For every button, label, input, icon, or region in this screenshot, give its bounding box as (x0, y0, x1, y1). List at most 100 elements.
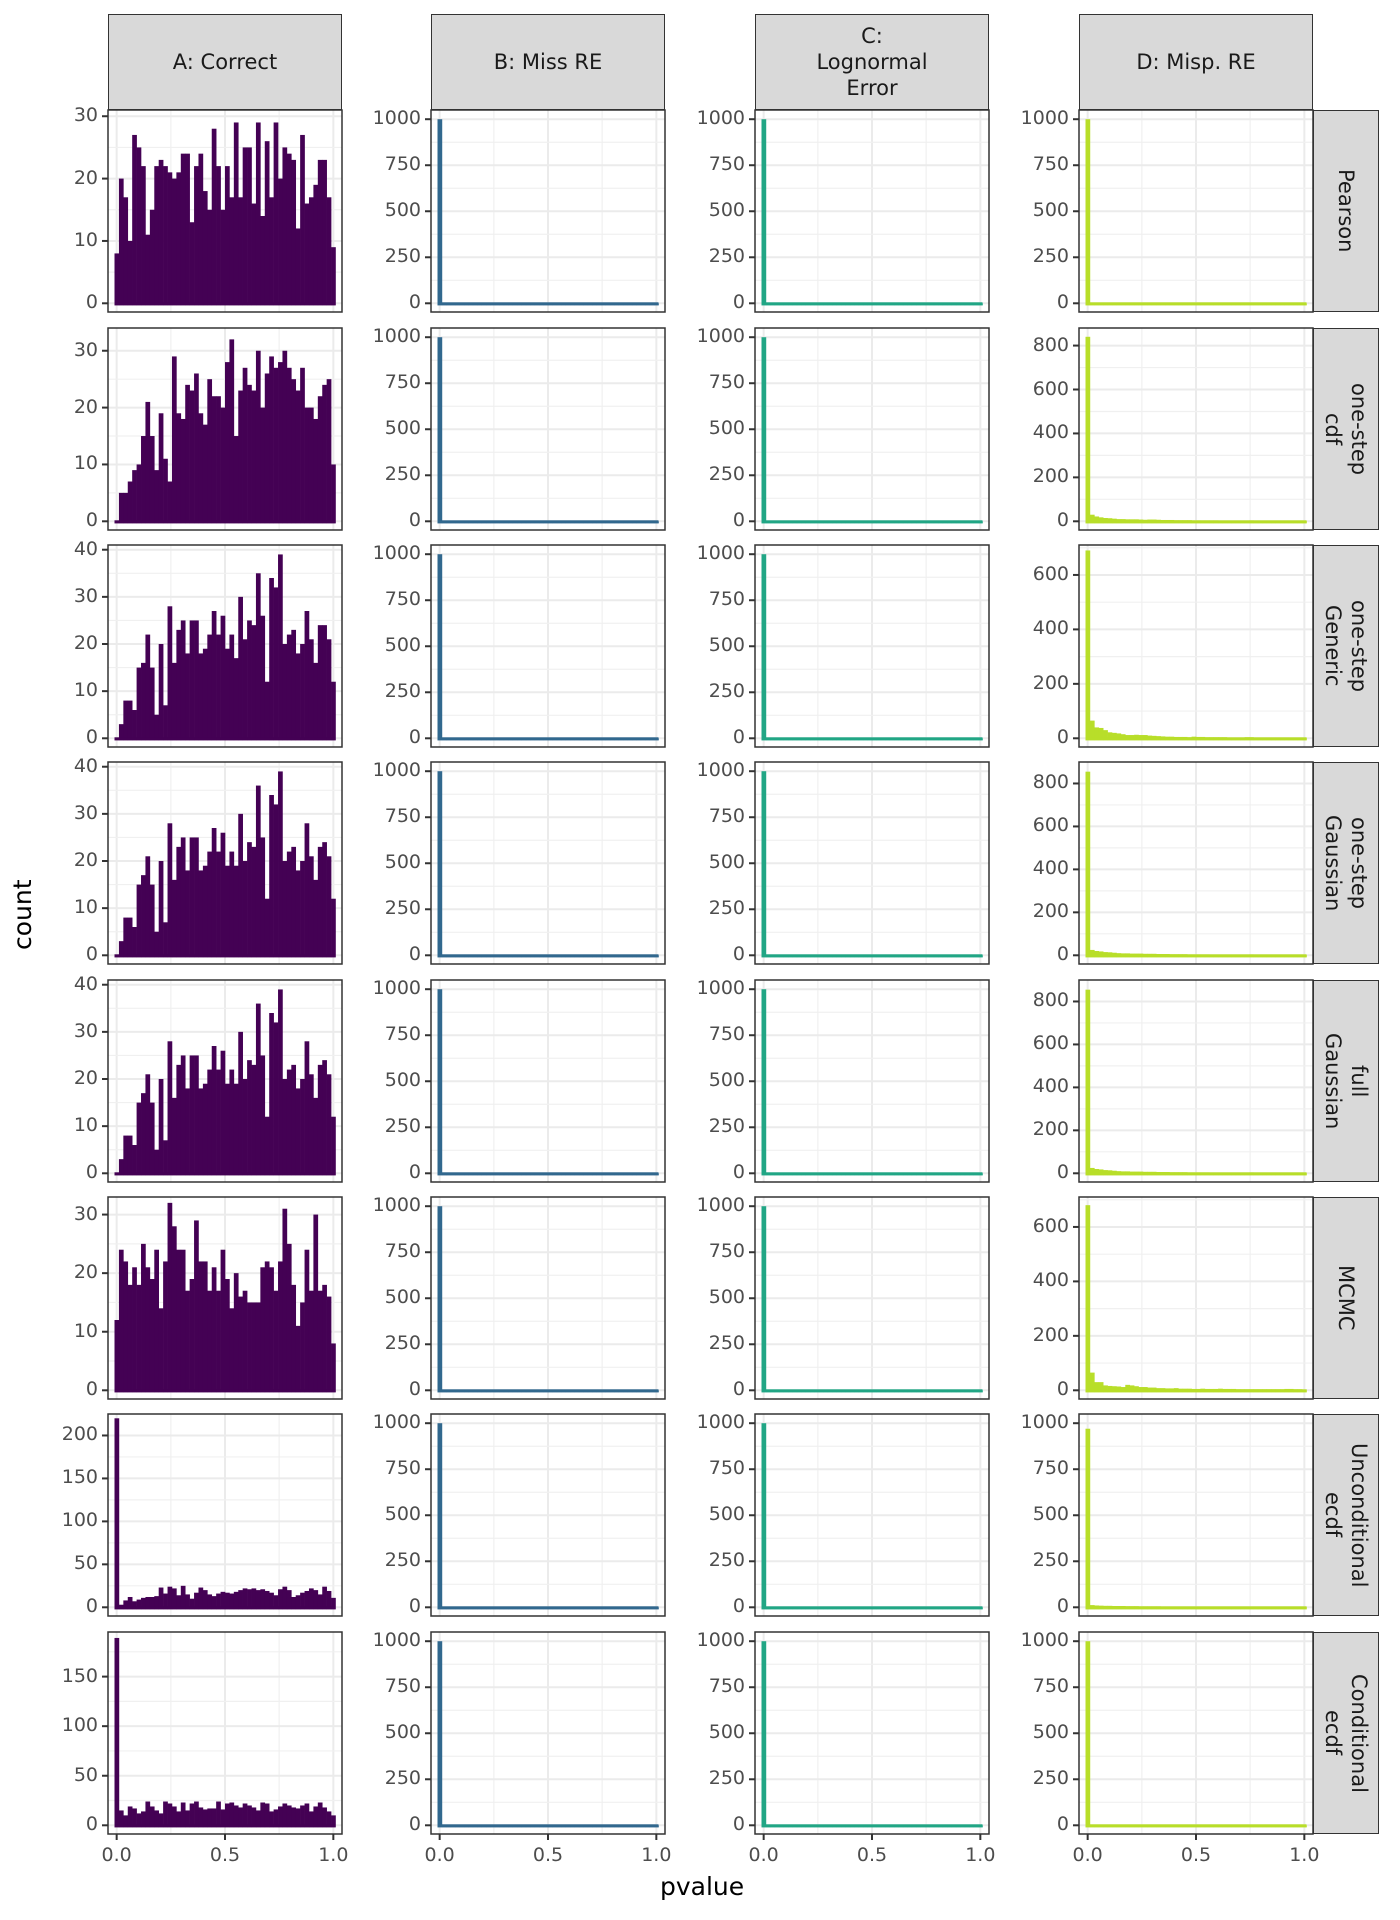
histogram-bar (225, 1592, 230, 1610)
y-tick-label: 40 (73, 754, 98, 777)
histogram-bar (313, 879, 319, 958)
histogram-plot (749, 979, 990, 1183)
histogram-panel (1073, 109, 1314, 313)
histogram-bar (304, 203, 310, 306)
histogram-bar (171, 1588, 177, 1610)
histogram-bar (1098, 1382, 1104, 1393)
histogram-bar (331, 1343, 336, 1393)
y-tick-label: 250 (708, 680, 745, 703)
histogram-bar (132, 927, 137, 958)
histogram-bar (145, 856, 151, 958)
histogram-bar (242, 1588, 248, 1610)
histogram-bar (136, 1599, 142, 1610)
y-tick-label: 150 (61, 1664, 98, 1687)
y-tick-label: 1000 (1020, 1411, 1069, 1434)
histogram-panel (425, 1413, 666, 1617)
y-tick-label: 0 (732, 943, 745, 966)
histogram-panel (749, 1631, 990, 1840)
y-tick-label: 250 (384, 1115, 421, 1138)
histogram-bar (158, 1587, 164, 1610)
y-tick-label: 250 (708, 1767, 745, 1790)
histogram-bar (269, 356, 274, 524)
histogram-bar (198, 413, 204, 524)
histogram-plot (1073, 1196, 1314, 1400)
histogram-bar (158, 1813, 164, 1828)
histogram-panel (102, 761, 343, 965)
histogram-bar (123, 700, 129, 741)
histogram-bar (331, 247, 336, 306)
y-tick-label: 0 (85, 1813, 98, 1836)
histogram-bar (1085, 336, 1091, 524)
histogram-bar (163, 166, 168, 306)
histogram-bar (304, 1041, 310, 1176)
row-strip-label: one-step Gaussian (1313, 762, 1379, 964)
histogram-bar (141, 1243, 146, 1393)
histogram-bar (761, 1423, 767, 1610)
y-tick-label: 750 (384, 153, 421, 176)
histogram-bar (317, 159, 323, 306)
histogram-bar (260, 1267, 266, 1393)
histogram-panel (102, 544, 343, 748)
y-tick-label: 1000 (1020, 107, 1069, 130)
histogram-bar (247, 1589, 252, 1610)
histogram-plot (749, 327, 990, 531)
y-tick-label: 0 (85, 943, 98, 966)
histogram-bar (437, 119, 443, 306)
row-strip-label: full Gaussian (1313, 980, 1379, 1182)
histogram-bar (154, 1596, 159, 1610)
y-tick-label: 0 (408, 291, 421, 314)
y-tick-label: 20 (73, 632, 98, 654)
histogram-bar (308, 1588, 314, 1610)
histogram-bar (194, 166, 199, 306)
y-tick-label: 500 (1032, 1721, 1069, 1744)
histogram-bar (1134, 1386, 1139, 1393)
histogram-bar (437, 771, 443, 958)
histogram-bar (331, 1815, 336, 1828)
histogram-bar (233, 658, 239, 741)
histogram-panel (749, 1196, 990, 1400)
histogram-panel (102, 1413, 343, 1617)
histogram-bar (761, 554, 767, 741)
histogram-bar (1116, 733, 1122, 741)
y-tick-label: 1000 (696, 1629, 745, 1652)
histogram-bar (136, 464, 142, 524)
histogram-bar (255, 1590, 261, 1610)
y-tick-label: 600 (1032, 562, 1069, 585)
y-tick-label: 0 (408, 726, 421, 749)
histogram-bar (278, 989, 283, 1176)
y-tick-label: 10 (73, 679, 98, 702)
y-tick-label: 250 (708, 1332, 745, 1355)
row-strip-text: one-step cdf (1321, 382, 1371, 476)
histogram-bar (761, 119, 767, 306)
histogram-panel (749, 544, 990, 748)
histogram-bar (118, 1249, 124, 1393)
histogram-bar (1089, 1372, 1095, 1393)
histogram-bar (189, 222, 195, 306)
histogram-bar (300, 1079, 305, 1176)
row-strip-label: Conditional ecdf (1313, 1632, 1379, 1834)
y-tick-label: 1000 (372, 325, 421, 348)
histogram-bar (260, 216, 266, 306)
y-tick-label: 250 (1032, 1767, 1069, 1790)
histogram-bar (1107, 732, 1113, 741)
row-strip-text: Conditional ecdf (1321, 1673, 1371, 1793)
histogram-bar (167, 1202, 173, 1393)
histogram-bar (304, 1590, 310, 1610)
histogram-bar (141, 875, 146, 958)
histogram-bar (163, 1140, 168, 1176)
x-tick-label: 1.0 (1289, 1844, 1320, 1866)
histogram-bar (322, 1060, 327, 1176)
histogram-bar (269, 1592, 274, 1610)
histogram-panel (749, 109, 990, 313)
y-tick-label: 0 (1056, 1595, 1069, 1618)
y-tick-label: 500 (384, 634, 421, 657)
histogram-bar (149, 1279, 155, 1393)
y-tick-label: 250 (1032, 245, 1069, 268)
histogram-bar (154, 1149, 159, 1176)
histogram-bar (207, 1808, 213, 1828)
histogram-bar (264, 681, 270, 741)
y-tick-label: 400 (1032, 421, 1069, 444)
histogram-bar (171, 662, 177, 741)
histogram-bar (326, 379, 332, 524)
histogram-bar (149, 667, 155, 741)
